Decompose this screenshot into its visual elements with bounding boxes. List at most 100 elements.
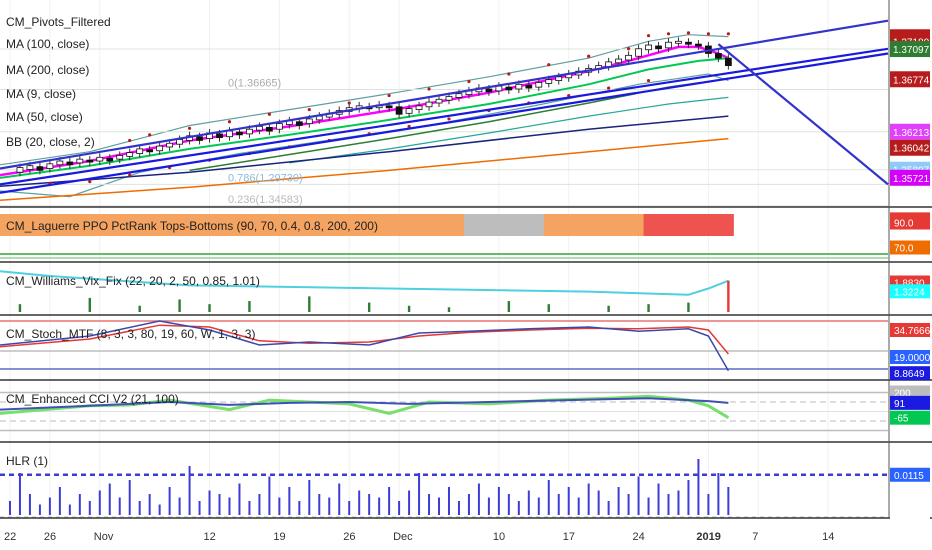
candle-body[interactable] bbox=[295, 121, 303, 126]
price-panel[interactable]: 0(1.36665) 0.236(1.34583) 0.786(1.29730) bbox=[0, 19, 889, 207]
candle-body[interactable] bbox=[305, 118, 313, 125]
axis-badge[interactable] bbox=[890, 366, 930, 381]
hlr-bar bbox=[408, 490, 411, 515]
candle-body[interactable] bbox=[545, 79, 553, 84]
candle-body[interactable] bbox=[96, 156, 104, 162]
laguerre-bar bbox=[703, 214, 714, 236]
candle-body[interactable] bbox=[724, 57, 732, 67]
candle-body[interactable] bbox=[645, 44, 652, 51]
laguerre-bar bbox=[24, 214, 36, 236]
axis-badge-label: 0.0000 bbox=[894, 508, 925, 519]
price-badge[interactable] bbox=[890, 71, 930, 88]
candle-body[interactable] bbox=[116, 155, 124, 160]
candle-body[interactable] bbox=[166, 142, 174, 148]
candle-body[interactable] bbox=[265, 126, 273, 132]
axis-badge[interactable] bbox=[890, 410, 930, 425]
candle-body[interactable] bbox=[625, 54, 632, 61]
candle-body[interactable] bbox=[56, 160, 64, 166]
candle-body[interactable] bbox=[665, 41, 672, 49]
indicator-panels[interactable] bbox=[0, 214, 888, 518]
hlr-bar bbox=[248, 501, 251, 515]
candle-body[interactable] bbox=[385, 105, 393, 109]
panel-stoch[interactable] bbox=[0, 320, 888, 372]
candle-body[interactable] bbox=[156, 145, 164, 152]
candle-body[interactable] bbox=[455, 93, 463, 98]
axis-badge[interactable] bbox=[890, 505, 930, 519]
candle-body[interactable] bbox=[236, 131, 243, 136]
candle-body[interactable] bbox=[395, 106, 403, 115]
candle-body[interactable] bbox=[405, 108, 413, 114]
hlr-bar bbox=[58, 487, 61, 515]
axis-badge[interactable] bbox=[890, 467, 930, 482]
candle-body[interactable] bbox=[714, 53, 722, 59]
candle-body[interactable] bbox=[246, 128, 253, 135]
candle-body[interactable] bbox=[635, 48, 642, 57]
candle-body[interactable] bbox=[275, 123, 283, 130]
laguerre-bar bbox=[344, 214, 355, 236]
hlr-bar bbox=[258, 494, 261, 515]
candle-body[interactable] bbox=[685, 41, 692, 45]
axis-badge[interactable] bbox=[890, 395, 930, 410]
candle-body[interactable] bbox=[36, 166, 44, 171]
candle-body[interactable] bbox=[176, 139, 183, 145]
candle-body[interactable] bbox=[26, 165, 34, 170]
axis-badge[interactable] bbox=[890, 350, 930, 364]
laguerre-bar bbox=[224, 214, 235, 236]
laguerre-bar bbox=[633, 214, 645, 236]
price-axis[interactable]: 92.590.070.01.88301.322434.766619.00008.… bbox=[890, 29, 931, 519]
candle-body[interactable] bbox=[675, 40, 682, 44]
panel-cci[interactable] bbox=[0, 391, 888, 432]
candle-body[interactable] bbox=[615, 58, 622, 64]
price-badge[interactable] bbox=[890, 41, 930, 58]
candle-body[interactable] bbox=[126, 152, 134, 157]
hlr-bar bbox=[358, 490, 361, 515]
panel-williams[interactable] bbox=[0, 270, 730, 312]
candle-body[interactable] bbox=[535, 82, 543, 88]
candle-body[interactable] bbox=[415, 105, 423, 110]
axis-badge[interactable] bbox=[890, 240, 930, 255]
hlr-bar bbox=[348, 501, 351, 515]
candle-body[interactable] bbox=[695, 43, 702, 47]
candle-body[interactable] bbox=[216, 133, 223, 139]
candle-body[interactable] bbox=[655, 45, 662, 50]
candle-body[interactable] bbox=[425, 101, 433, 108]
axis-badge[interactable] bbox=[890, 284, 930, 299]
candle-body[interactable] bbox=[86, 159, 94, 163]
panel-hlr[interactable] bbox=[0, 459, 888, 518]
price-badge[interactable] bbox=[890, 139, 930, 156]
candle-body[interactable] bbox=[485, 88, 493, 93]
williams-bar bbox=[178, 299, 181, 312]
panel-laguerre[interactable] bbox=[0, 214, 888, 259]
candle-body[interactable] bbox=[16, 167, 24, 173]
candle-body[interactable] bbox=[256, 126, 263, 131]
candle-body[interactable] bbox=[46, 163, 54, 169]
time-axis[interactable]: 22 26 Nov 12 19 26 Dec 10 17 24 2019 7 14 bbox=[0, 519, 932, 550]
candle-body[interactable] bbox=[136, 148, 144, 154]
candle-body[interactable] bbox=[445, 96, 453, 101]
axis-badge[interactable] bbox=[890, 215, 930, 230]
candle-body[interactable] bbox=[515, 83, 523, 90]
candle-body[interactable] bbox=[66, 161, 74, 166]
hlr-bar bbox=[438, 497, 441, 515]
hlr-bar bbox=[158, 504, 161, 515]
hlr-bar bbox=[288, 487, 291, 515]
candle-body[interactable] bbox=[146, 149, 154, 153]
price-badge[interactable] bbox=[890, 169, 930, 186]
candle-body[interactable] bbox=[226, 130, 233, 138]
candle-body[interactable] bbox=[435, 98, 443, 104]
time-tick-label: 10 bbox=[493, 531, 505, 543]
hlr-bar bbox=[88, 501, 91, 515]
axis-badge[interactable] bbox=[890, 323, 930, 337]
candle-body[interactable] bbox=[76, 158, 84, 164]
laguerre-bar bbox=[453, 214, 465, 236]
candle-body[interactable] bbox=[555, 76, 563, 81]
fib-label: 0.786(1.29730) bbox=[228, 172, 303, 184]
laguerre-bar bbox=[394, 214, 405, 236]
candle-body[interactable] bbox=[505, 86, 513, 91]
hlr-bar bbox=[308, 480, 311, 515]
candle-body[interactable] bbox=[106, 157, 114, 162]
candle-body[interactable] bbox=[196, 136, 203, 141]
price-badge[interactable] bbox=[890, 123, 930, 140]
candle-body[interactable] bbox=[525, 84, 533, 89]
